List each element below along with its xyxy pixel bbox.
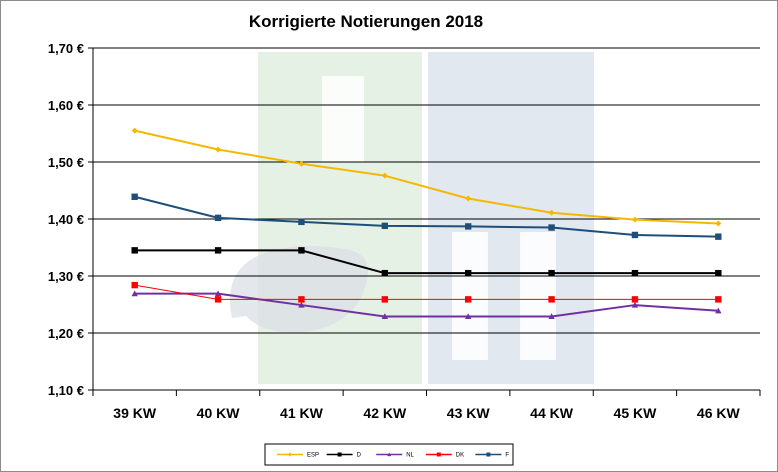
series-d [131,247,722,277]
data-point [381,296,389,303]
data-point [131,193,138,200]
legend-label: NL [406,453,414,459]
series-line [134,284,719,300]
data-point [548,313,555,320]
chart-title: Korrigierte Notierungen 2018 [249,12,483,31]
x-tick-label: 42 KW [363,405,407,421]
data-point [631,301,639,308]
data-point [631,231,639,239]
legend-label: D [357,453,362,459]
legend-swatch-marker [436,452,441,457]
data-point [214,214,222,222]
legend-label: ESP [307,453,319,459]
data-point [381,172,388,179]
series-line [134,129,719,225]
data-point [381,269,389,277]
data-point [464,223,472,230]
series-esp [131,127,722,227]
data-point [464,296,472,303]
series-line [134,249,719,275]
data-point [631,269,639,277]
data-point [715,296,722,303]
data-point [548,269,555,277]
legend: ESP D NL DK F [264,443,514,466]
legend-label: DK [456,453,464,459]
x-tick-label: 39 KW [113,405,157,421]
legend-item-f: F [475,452,509,459]
data-point [464,313,472,320]
y-tick-label: 1,20 € [48,326,84,341]
legend-item-nl: NL [376,452,415,459]
data-point [464,269,472,277]
data-point [381,313,389,320]
data-point [215,146,222,153]
y-tick-label: 1,30 € [48,269,84,284]
gridlines [93,47,760,334]
series-f [131,193,722,240]
data-point [548,209,555,216]
data-point [465,195,472,202]
data-point [548,296,555,303]
legend-item-esp: ESP [277,452,319,459]
legend-item-dk: DK [425,452,464,459]
data-point [715,233,722,240]
x-tick-label: 44 KW [530,405,574,421]
data-point [131,290,138,297]
x-tick-label: 45 KW [614,405,658,421]
y-tick-label: 1,50 € [48,155,84,170]
y-tick-label: 1,10 € [48,383,84,398]
series-lines [131,127,722,320]
x-tick-label: 40 KW [197,405,241,421]
y-tick-label: 1,70 € [48,41,84,56]
legend-swatch-marker [337,452,342,457]
data-point [131,281,138,289]
legend-swatch-marker [387,452,392,457]
x-tick-label: 41 KW [280,405,324,421]
legend-item-d: D [326,452,362,459]
data-point [298,160,305,167]
y-tick-label: 1,60 € [48,98,84,113]
data-point [214,247,222,254]
data-point [298,301,305,308]
watermark-logo [230,52,594,384]
data-point [298,296,305,303]
y-axis-ticks: 1,10 € 1,20 € 1,30 € 1,40 € 1,50 € 1,60 € 1,70… [48,41,93,398]
data-point [298,218,305,226]
x-axis-ticks: 39 KW 40 KW 41 KW 42 KW 43 KW 44 KW 45 KW 46 KW [92,390,761,421]
data-point [715,307,722,314]
data-point [381,222,389,230]
series-dk [131,281,722,303]
data-point [548,224,555,231]
data-point [298,247,305,254]
y-tick-label: 1,40 € [48,212,84,227]
data-point [214,296,222,303]
series-line [134,195,719,238]
legend-label: F [505,453,509,459]
legend-swatch-marker [288,452,292,457]
data-point [131,127,138,134]
data-point [715,269,722,277]
data-point [715,220,722,227]
x-tick-label: 46 KW [697,405,741,421]
data-point [131,247,138,254]
data-point [631,216,638,223]
data-point [214,290,222,297]
data-point [631,296,639,303]
legend-swatch-marker [486,452,491,457]
x-tick-label: 43 KW [447,405,491,421]
series-line [134,292,719,318]
series-nl [131,290,722,320]
